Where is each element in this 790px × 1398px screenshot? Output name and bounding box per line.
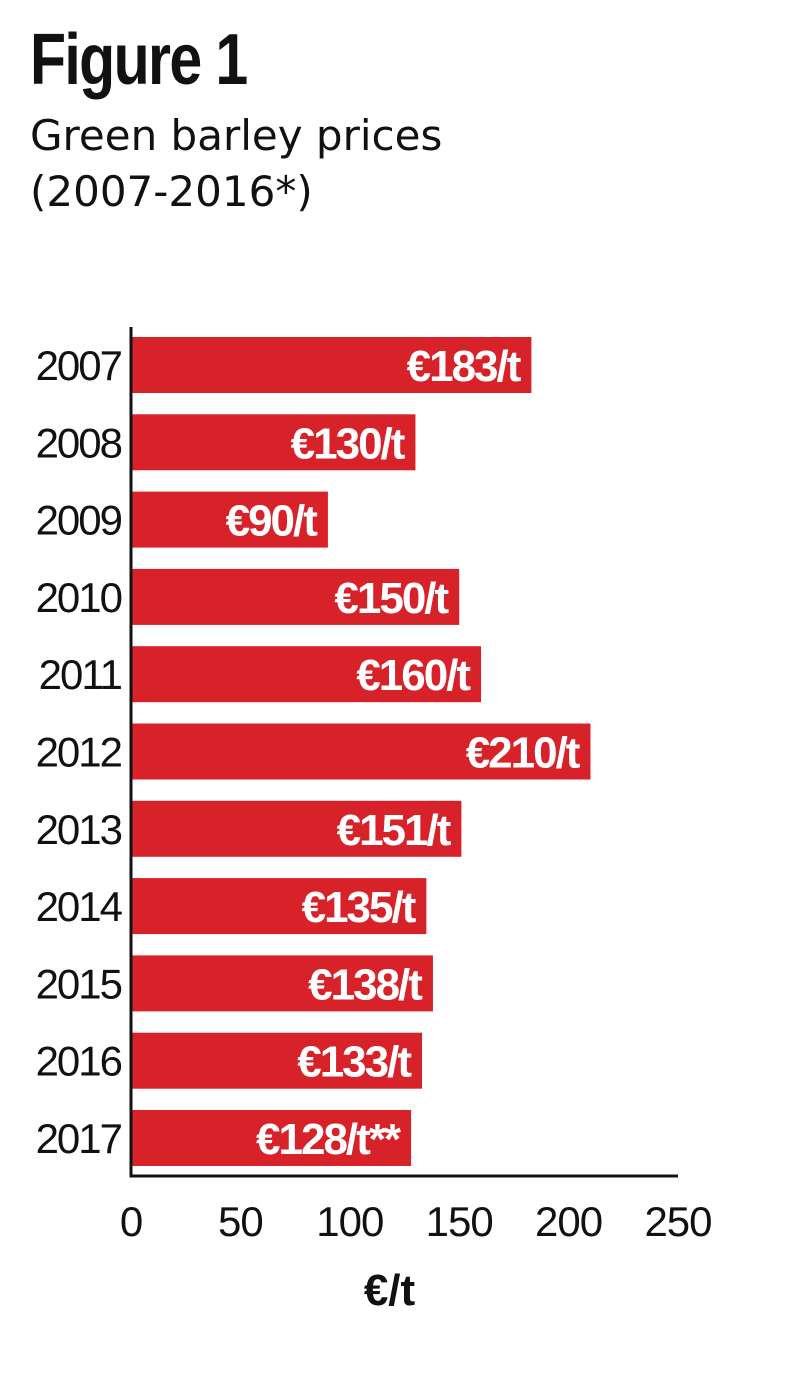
x-tick-label-50: 50 [218, 1198, 263, 1245]
x-tick-label-0: 0 [120, 1198, 142, 1245]
subtitle-line-1: Green barley prices [30, 111, 443, 160]
category-label-2008: 2008 [36, 419, 122, 466]
bar-2014 [131, 878, 427, 935]
data-label-2013: €151/t [337, 806, 452, 855]
axes-group [129, 327, 678, 1178]
x-tick-label-200: 200 [535, 1198, 602, 1245]
category-label-2011: 2011 [39, 651, 122, 698]
bar-2013 [131, 800, 462, 857]
chart-subtitle: Green barley prices (2007-2016*) [30, 108, 442, 220]
bar-2012 [131, 723, 591, 780]
data-label-2015: €138/t [308, 960, 423, 1009]
x-axis-title: €/t [364, 1266, 416, 1315]
bar-2016 [131, 1032, 423, 1089]
data-label-2010: €150/t [334, 574, 449, 623]
bar-2011 [131, 646, 482, 703]
data-label-2016: €133/t [297, 1038, 412, 1087]
data-label-2008: €130/t [291, 419, 406, 468]
figure-title: Figure 1 [30, 20, 248, 100]
data-label-2017: €128/t** [256, 1115, 402, 1164]
labels-group: €183/t 2007 €130/t 2008 €90/t 2009 €150/t 2010 €… [36, 342, 713, 1315]
category-label-2010: 2010 [36, 574, 122, 621]
category-label-2017: 2017 [36, 1115, 122, 1162]
bar-2009 [131, 491, 328, 548]
data-label-2012: €210/t [466, 729, 581, 778]
bar-2007 [131, 337, 532, 393]
category-label-2009: 2009 [36, 497, 122, 544]
category-label-2012: 2012 [36, 729, 122, 776]
bars-group [131, 337, 591, 1166]
data-label-2007: €183/t [407, 342, 522, 391]
category-label-2016: 2016 [36, 1038, 122, 1085]
bar-2008 [131, 414, 416, 471]
x-tick-label-150: 150 [426, 1198, 493, 1245]
subtitle-line-2: (2007-2016*) [30, 167, 313, 216]
data-label-2011: €160/t [356, 651, 471, 700]
category-label-2015: 2015 [36, 960, 122, 1007]
bar-2010 [131, 568, 460, 625]
category-label-2007: 2007 [36, 342, 122, 389]
category-label-2013: 2013 [36, 806, 122, 853]
x-tick-label-100: 100 [316, 1198, 383, 1245]
data-label-2014: €135/t [302, 883, 417, 932]
bar-2017 [131, 1110, 412, 1166]
x-tick-label-250: 250 [644, 1198, 711, 1245]
bar-2015 [131, 955, 433, 1012]
data-label-2009: €90/t [226, 497, 319, 546]
category-label-2014: 2014 [36, 883, 123, 930]
